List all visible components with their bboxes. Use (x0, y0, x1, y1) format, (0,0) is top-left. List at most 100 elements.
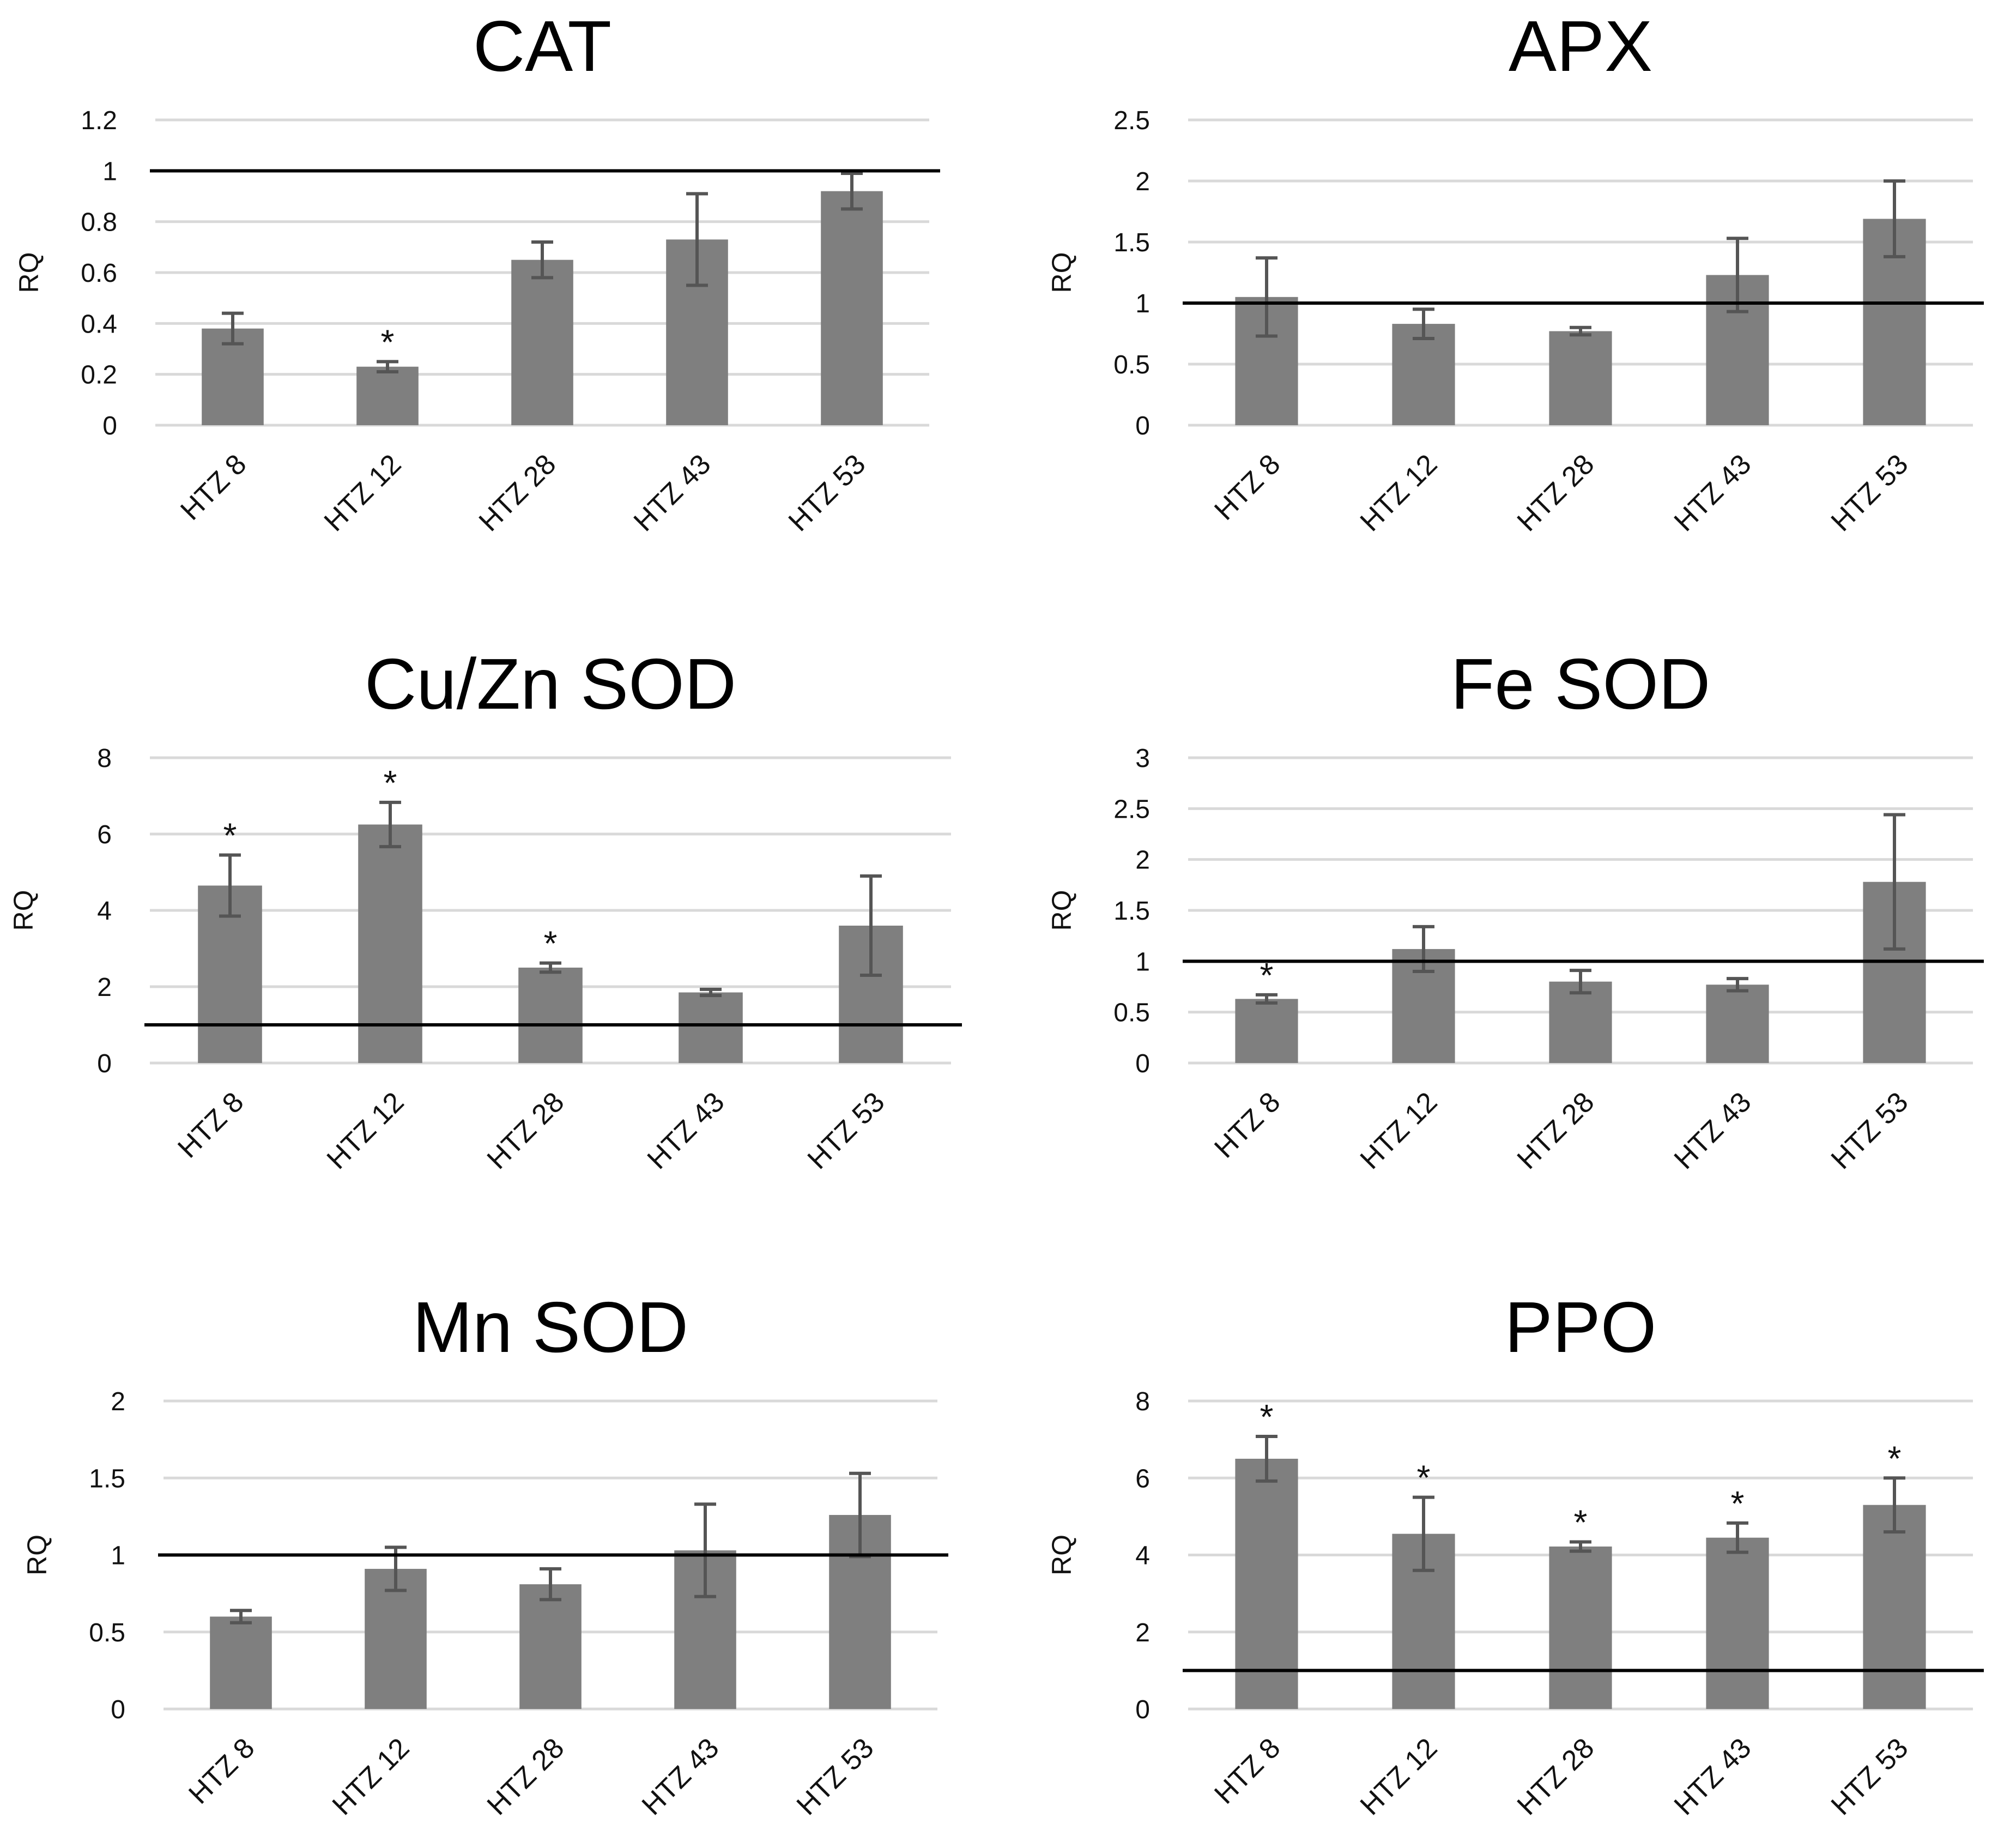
significance-marker: * (1888, 1439, 1902, 1478)
x-tick-label: HTZ 12 (321, 1086, 410, 1175)
bar[interactable] (519, 1584, 582, 1709)
y-tick-label: 0.2 (81, 361, 117, 390)
y-tick-label: 2.5 (1113, 795, 1150, 824)
y-tick-label: 0 (111, 1695, 125, 1724)
y-tick-label: 2 (1135, 1618, 1150, 1647)
significance-marker: * (1574, 1502, 1588, 1542)
y-axis-label: RQ (1046, 890, 1077, 931)
bar[interactable] (511, 259, 573, 425)
bar[interactable] (1235, 1458, 1298, 1709)
x-tick-label: HTZ 12 (1354, 1086, 1444, 1175)
y-tick-label: 1.2 (81, 106, 117, 135)
x-tick-label: HTZ 43 (636, 1732, 725, 1821)
chart-title: PPO (1505, 1287, 1657, 1367)
y-tick-label: 0 (1135, 412, 1150, 440)
bar[interactable] (1549, 1546, 1612, 1709)
x-tick-label: HTZ 8 (174, 448, 252, 526)
y-tick-label: 1 (102, 157, 117, 186)
x-tick-label: HTZ 28 (1511, 1086, 1601, 1175)
y-tick-label: 8 (97, 744, 112, 773)
x-tick-label: HTZ 12 (326, 1732, 416, 1821)
x-tick-label: HTZ 43 (1668, 448, 1758, 538)
y-tick-label: 0.4 (81, 310, 117, 339)
chart-panel: APX 0 0.5 1 1.5 2 2.5 RQ HTZ 8 HTZ 12 HTZ 28 HTZ 43… (1025, 0, 1998, 605)
x-tick-label: HTZ 43 (1668, 1086, 1758, 1175)
chart-title: Mn SOD (413, 1287, 688, 1367)
y-tick-label: 2 (1135, 846, 1150, 875)
bar[interactable] (821, 191, 883, 425)
y-tick-label: 1 (111, 1542, 125, 1571)
y-tick-label: 1 (1135, 289, 1150, 318)
y-tick-label: 8 (1135, 1387, 1150, 1416)
chart-title: Cu/Zn SOD (365, 644, 736, 724)
significance-marker: * (381, 322, 395, 361)
significance-marker: * (384, 763, 397, 802)
y-tick-label: 0.5 (1113, 999, 1150, 1028)
bar[interactable] (358, 824, 422, 1064)
y-tick-label: 2 (111, 1387, 125, 1416)
x-tick-label: HTZ 43 (1668, 1732, 1758, 1821)
bar[interactable] (1863, 1505, 1926, 1709)
chart-svg: PPO 0 2 4 6 8 RQ * HTZ 8 * HTZ 12 * HTZ 28 * HTZ 43 * HT… (1046, 1287, 1984, 1821)
chart-panel: Mn SOD 0 0.5 1 1.5 2 RQ HTZ 8 HTZ 12 HTZ 28 HTZ 43… (0, 1281, 970, 1848)
bar[interactable] (1706, 1537, 1769, 1709)
y-tick-label: 0 (1135, 1049, 1150, 1078)
y-axis-label: RQ (1046, 1535, 1077, 1575)
chart-title: APX (1509, 6, 1652, 86)
bar[interactable] (210, 1616, 272, 1710)
y-axis-label: RQ (22, 1535, 52, 1575)
y-tick-label: 2 (1135, 167, 1150, 196)
y-axis-label: RQ (8, 890, 39, 931)
x-tick-label: HTZ 53 (1825, 1732, 1915, 1821)
x-tick-label: HTZ 28 (481, 1732, 571, 1821)
y-tick-label: 4 (1135, 1542, 1150, 1571)
y-tick-label: 0.5 (1113, 351, 1150, 379)
chart-panel: CAT 0 0.2 0.4 0.6 0.8 1 1.2 RQ HTZ 8 * HTZ 12 HTZ 28… (0, 0, 970, 605)
bar[interactable] (356, 366, 419, 425)
y-tick-label: 4 (97, 897, 112, 926)
y-tick-label: 6 (1135, 1464, 1150, 1493)
chart-panel: Cu/Zn SOD 0 2 4 6 8 RQ * HTZ 8 * HTZ 12 * HTZ 28 HTZ … (0, 638, 970, 1243)
bar[interactable] (1549, 331, 1612, 425)
x-tick-label: HTZ 53 (791, 1732, 880, 1821)
x-tick-label: HTZ 8 (172, 1086, 250, 1164)
y-tick-label: 1 (1135, 947, 1150, 976)
significance-marker: * (1260, 1397, 1274, 1436)
bar[interactable] (1706, 985, 1769, 1063)
x-tick-label: HTZ 53 (783, 448, 872, 538)
x-tick-label: HTZ 12 (318, 448, 408, 538)
y-tick-label: 0.5 (89, 1618, 125, 1647)
y-tick-label: 1.5 (1113, 228, 1150, 257)
x-tick-label: HTZ 12 (1354, 1732, 1444, 1821)
bar[interactable] (1392, 324, 1455, 425)
bar[interactable] (1235, 999, 1298, 1063)
x-tick-label: HTZ 43 (641, 1086, 731, 1175)
bar[interactable] (518, 968, 583, 1063)
chart-svg: Cu/Zn SOD 0 2 4 6 8 RQ * HTZ 8 * HTZ 12 * HTZ 28 HTZ … (8, 644, 962, 1175)
x-tick-label: HTZ 8 (183, 1732, 261, 1810)
chart-panel: Fe SOD 0 0.5 1 1.5 2 2.5 3 RQ * HTZ 8 HTZ 12 HTZ 28 H… (1025, 638, 1998, 1243)
x-tick-label: HTZ 28 (1511, 1732, 1601, 1821)
bar[interactable] (1549, 981, 1612, 1063)
x-tick-label: HTZ 8 (1208, 1732, 1286, 1810)
chart-title: CAT (473, 6, 611, 86)
y-axis-label: RQ (1046, 252, 1077, 293)
bar[interactable] (365, 1568, 427, 1709)
x-tick-label: HTZ 28 (1511, 448, 1601, 538)
y-tick-label: 0 (97, 1049, 112, 1078)
chart-panel: PPO 0 2 4 6 8 RQ * HTZ 8 * HTZ 12 * HTZ 28 * HTZ 43 * HT… (1025, 1281, 1998, 1848)
y-tick-label: 1.5 (1113, 897, 1150, 926)
y-tick-label: 0 (1135, 1695, 1150, 1724)
significance-marker: * (1731, 1484, 1745, 1523)
bar[interactable] (679, 992, 743, 1064)
x-tick-label: HTZ 43 (628, 448, 717, 538)
x-tick-label: HTZ 53 (802, 1086, 891, 1175)
y-tick-label: 2.5 (1113, 106, 1150, 135)
x-tick-label: HTZ 28 (473, 448, 562, 538)
chart-svg: CAT 0 0.2 0.4 0.6 0.8 1 1.2 RQ HTZ 8 * HTZ 12 HTZ 28… (14, 6, 940, 538)
chart-title: Fe SOD (1451, 644, 1711, 724)
y-tick-label: 0 (102, 412, 117, 440)
x-tick-label: HTZ 8 (1208, 1086, 1286, 1164)
